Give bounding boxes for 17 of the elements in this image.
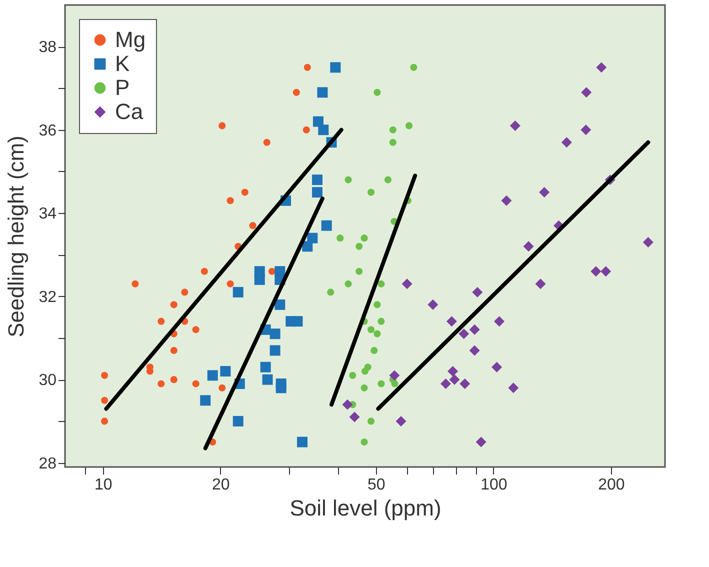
legend-label: K	[115, 51, 130, 76]
x-tick-label: 200	[598, 476, 625, 494]
legend-label: P	[115, 75, 130, 100]
y-tick-label: 30	[38, 372, 57, 390]
y-tick-label: 36	[38, 122, 57, 140]
y-tick-label: 28	[38, 455, 57, 472]
y-tick-label: 34	[38, 206, 57, 223]
y-tick-label: 38	[38, 39, 57, 56]
y-axis-title: Seedling height (cm)	[4, 136, 29, 338]
x-axis-title: Soil level (ppm)	[290, 496, 442, 520]
x-tick-label: 20	[212, 476, 230, 494]
x-tick-label: 10	[94, 476, 112, 494]
legend-label: Mg	[115, 27, 146, 52]
y-tick-label: 32	[38, 288, 57, 306]
legend-label: Ca	[115, 99, 144, 124]
x-tick-label: 100	[480, 476, 508, 494]
x-tick-label: 50	[367, 476, 386, 494]
